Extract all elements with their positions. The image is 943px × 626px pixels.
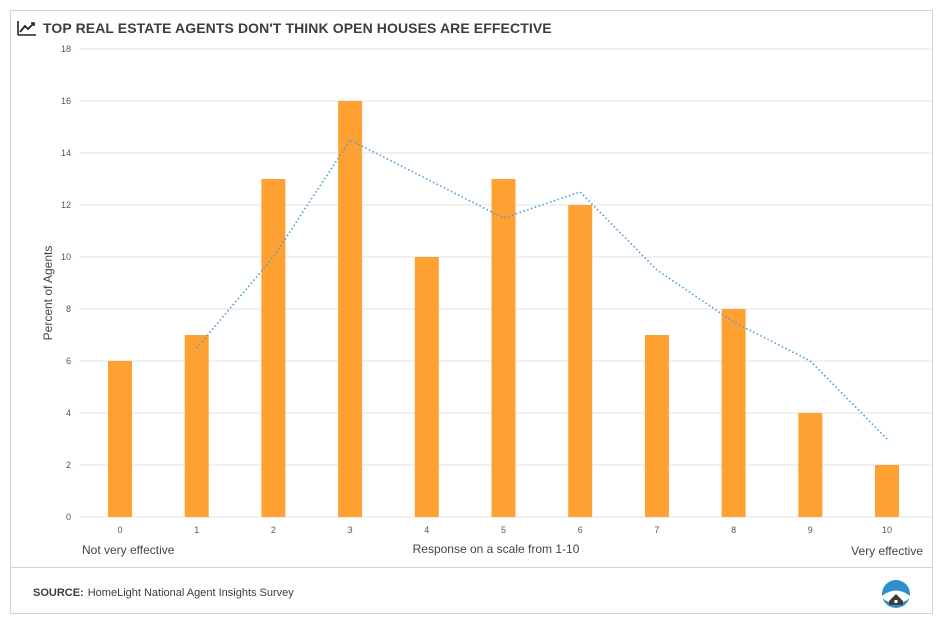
source-text: HomeLight National Agent Insights Survey <box>87 587 294 599</box>
bar <box>875 465 899 517</box>
scale-high-annotation: Very effective <box>851 544 923 558</box>
y-tick-label: 4 <box>66 408 71 418</box>
bar <box>721 309 746 517</box>
x-tick-label: 8 <box>731 525 736 535</box>
x-tick-label: 2 <box>271 525 276 535</box>
y-tick-label: 14 <box>61 148 71 158</box>
source-note: SOURCE: HomeLight National Agent Insights… <box>33 587 294 599</box>
bar <box>414 257 439 517</box>
y-tick-label: 16 <box>61 96 71 106</box>
x-axis-label: Response on a scale from 1-10 <box>413 542 580 556</box>
bar <box>184 335 209 517</box>
y-tick-label: 2 <box>66 460 71 470</box>
chart-header: TOP REAL ESTATE AGENTS DON'T THINK OPEN … <box>17 17 552 39</box>
x-tick-label: 3 <box>348 525 353 535</box>
x-tick-label: 10 <box>882 525 892 535</box>
x-tick-label: 0 <box>117 525 122 535</box>
bar <box>491 179 516 517</box>
bar <box>108 361 132 517</box>
trendline <box>196 138 888 440</box>
x-tick-label: 1 <box>194 525 199 535</box>
homelight-logo <box>882 580 910 608</box>
chart-card: 0 2 4 6 8 10 12 14 16 18 0 1 2 3 4 5 6 7 8 9 10 Response on a… <box>10 10 933 614</box>
scale-low-annotation: Not very effective <box>82 543 175 557</box>
bar <box>261 179 286 517</box>
bar <box>798 413 823 517</box>
y-tick-label: 6 <box>66 356 71 366</box>
x-tick-label: 9 <box>808 525 813 535</box>
bar <box>338 101 363 517</box>
x-tick-label: 7 <box>654 525 659 535</box>
y-tick-label: 10 <box>61 252 71 262</box>
y-tick-label: 12 <box>61 200 71 210</box>
source-label: SOURCE: <box>33 587 84 599</box>
chart-title: TOP REAL ESTATE AGENTS DON'T THINK OPEN … <box>43 20 552 36</box>
y-tick-label: 8 <box>66 304 71 314</box>
y-axis-label: Percent of Agents <box>41 246 55 341</box>
bar <box>644 335 669 517</box>
x-tick-label: 5 <box>501 525 506 535</box>
y-tick-label: 0 <box>66 512 71 522</box>
trend-line-icon <box>17 21 36 36</box>
y-tick-label: 18 <box>61 44 71 54</box>
x-tick-label: 6 <box>578 525 583 535</box>
footer-divider <box>11 567 932 568</box>
bar <box>568 205 593 517</box>
x-tick-label: 4 <box>424 525 429 535</box>
